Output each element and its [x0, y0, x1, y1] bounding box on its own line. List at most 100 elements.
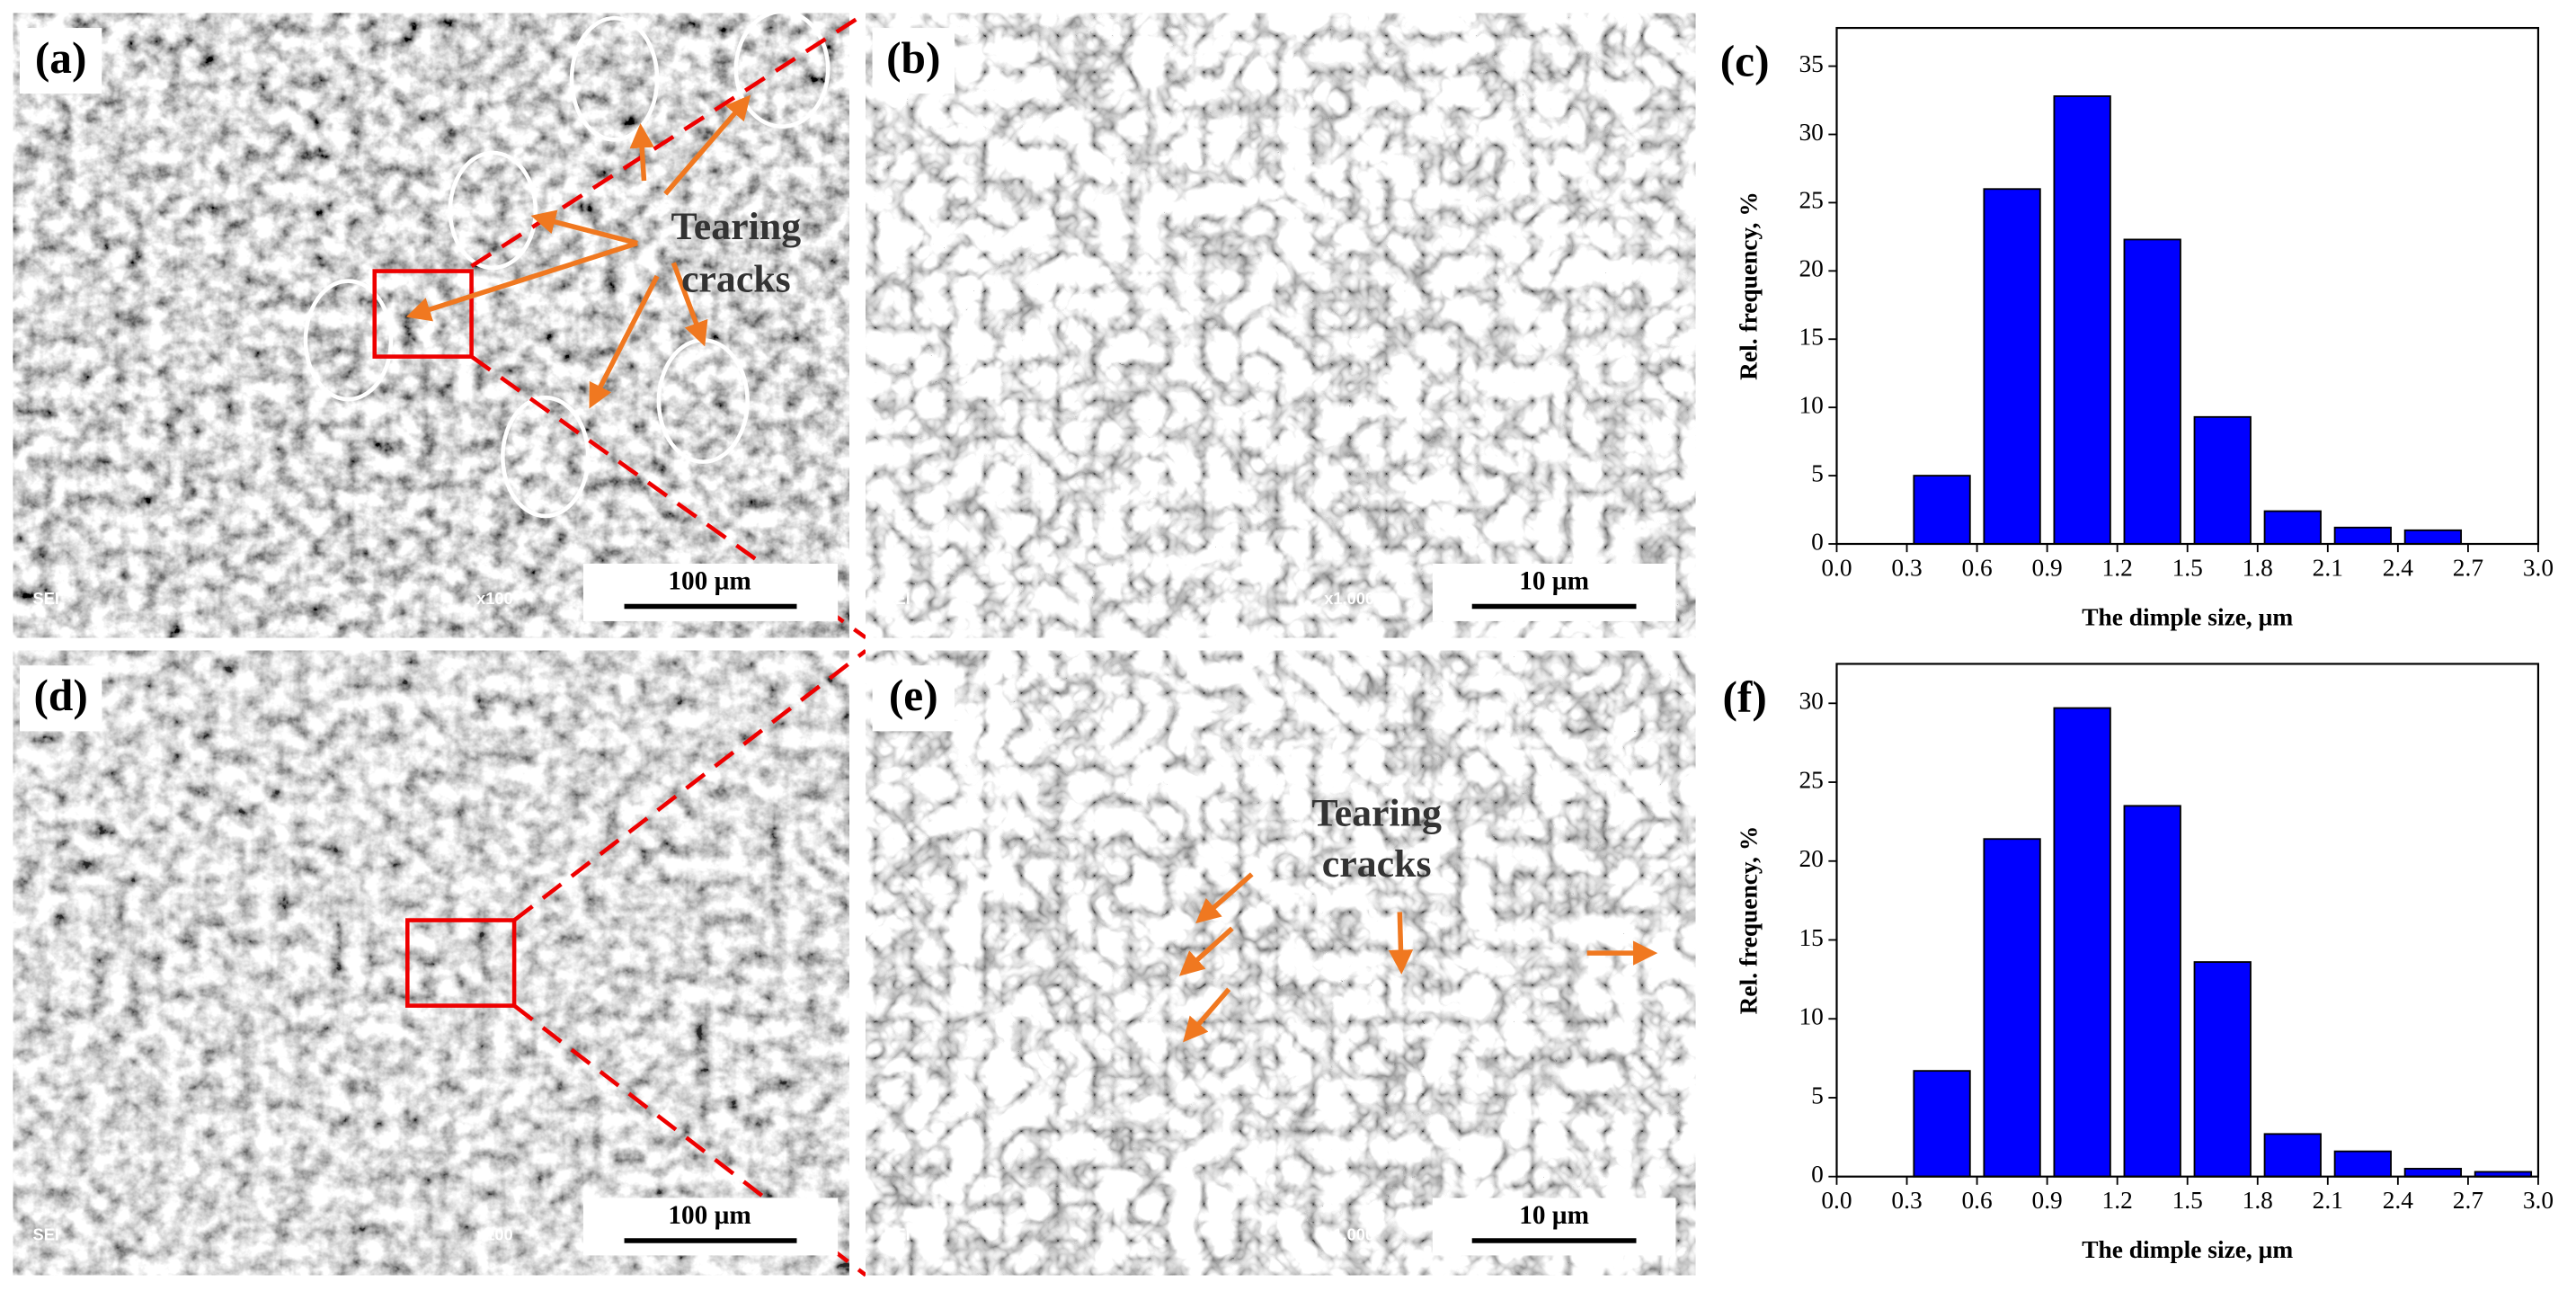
annotation: Tearing — [1311, 791, 1442, 834]
x-tick-label: 0.9 — [2031, 555, 2062, 582]
y-tick-label: 20 — [1799, 255, 1823, 282]
scale-bar-label: 10 µm — [1519, 1201, 1589, 1230]
bar — [2263, 510, 2322, 545]
label-box — [1708, 31, 1781, 97]
magnification: x1,000 — [1324, 589, 1374, 608]
x-tick-label: 2.4 — [2383, 555, 2414, 582]
detector: SEI — [884, 589, 910, 608]
annotation: cracks — [681, 257, 791, 300]
sem-image — [866, 13, 1696, 638]
label-box — [19, 28, 102, 94]
x-tick-label: 2.1 — [2313, 1187, 2343, 1214]
x-axis-title: The dimple size, µm — [2082, 603, 2293, 630]
y-tick-label: 10 — [1799, 391, 1823, 418]
x-axis-title: The dimple size, µm — [2082, 1236, 2293, 1263]
annotation: Tearing — [671, 205, 802, 248]
sem-image — [13, 13, 849, 638]
bar — [2053, 707, 2111, 1178]
y-tick-label: 5 — [1811, 459, 1824, 486]
x-tick-label: 0.3 — [1891, 555, 1922, 582]
bar — [2123, 805, 2181, 1178]
zoom-box — [405, 918, 517, 1008]
y-tick-label: 15 — [1799, 324, 1823, 351]
x-tick-label: 3.0 — [2523, 555, 2554, 582]
x-tick-label: 2.1 — [2313, 555, 2343, 582]
panel-label: (a) — [35, 33, 87, 83]
x-tick-label: 0.9 — [2031, 1187, 2062, 1214]
bar — [2123, 238, 2181, 545]
panel-label: (f) — [1722, 672, 1766, 722]
y-tick-label: 10 — [1799, 1003, 1823, 1030]
label-box — [872, 665, 955, 732]
arrows — [405, 94, 751, 409]
y-axis-title: Rel. frequency, % — [1736, 826, 1763, 1015]
x-tick-label: 1.8 — [2243, 1187, 2273, 1214]
x-tick-label: 1.8 — [2243, 555, 2273, 582]
y-tick-label: 5 — [1811, 1082, 1824, 1109]
scale-bar-label: 10 µm — [1519, 567, 1589, 596]
x-tick-label: 0.6 — [1961, 555, 1992, 582]
y-tick-label: 30 — [1799, 688, 1823, 715]
bar — [2053, 95, 2111, 545]
panel-label: (b) — [886, 33, 940, 83]
panel-label: (d) — [33, 671, 87, 720]
scale-bar-label: 100 µm — [668, 1201, 751, 1230]
y-tick-label: 30 — [1799, 119, 1823, 146]
y-tick-label: 35 — [1799, 50, 1823, 77]
label-box — [872, 28, 955, 94]
x-tick-label: 1.2 — [2102, 555, 2133, 582]
bar — [1913, 475, 1971, 545]
bar — [2193, 961, 2252, 1178]
label-box — [19, 665, 102, 732]
figure-body: Tearing cracks (a) SEI x100 100 µm (b) S… — [13, 9, 2554, 1278]
detector: SEI — [884, 1224, 910, 1243]
bar — [2403, 529, 2463, 545]
scale-box — [1432, 563, 1676, 621]
panel-label: (c) — [1720, 36, 1770, 85]
scale-box — [582, 1198, 839, 1256]
x-tick-label: 0.0 — [1821, 1187, 1852, 1214]
x-tick-label: 0.3 — [1891, 1187, 1922, 1214]
bar — [2193, 415, 2252, 545]
x-tick-label: 1.5 — [2172, 555, 2203, 582]
detector: SEI — [33, 589, 59, 608]
axes-frame — [1835, 26, 2540, 546]
y-tick-label: 0 — [1811, 1161, 1824, 1188]
bar — [1913, 1070, 1971, 1178]
x-tick-label: 2.7 — [2453, 1187, 2483, 1214]
scale-bar-label: 100 µm — [668, 567, 751, 596]
y-axis-title: Rel. frequency, % — [1736, 191, 1763, 380]
magnification: x100 — [476, 589, 513, 608]
bar — [2333, 526, 2392, 545]
x-tick-label: 1.5 — [2172, 1187, 2203, 1214]
magnification: x100 — [476, 1224, 513, 1243]
x-tick-label: 0.0 — [1821, 555, 1852, 582]
bar — [2403, 1168, 2463, 1178]
charts: 0.0 0.3 0.6 0.9 1.2 1.5 1.8 2.1 2.4 2.7 3.0 0 5 10 15 2… — [1708, 26, 2554, 1263]
annotation: cracks — [1322, 842, 1432, 886]
bar — [1983, 188, 2041, 545]
bar — [2333, 1150, 2392, 1178]
y-tick-label: 15 — [1799, 924, 1823, 951]
panel-label: (e) — [889, 671, 938, 720]
y-tick-label: 25 — [1799, 766, 1823, 793]
x-tick-label: 3.0 — [2523, 1187, 2554, 1214]
x-tick-label: 0.6 — [1961, 1187, 1992, 1214]
scale-box — [582, 563, 839, 621]
x-tick-label: 2.7 — [2453, 555, 2483, 582]
y-tick-label: 25 — [1799, 187, 1823, 214]
detector: SEI — [33, 1224, 59, 1243]
zoom-box — [372, 269, 474, 359]
arrows — [1178, 872, 1658, 1043]
sem-image — [866, 650, 1696, 1276]
y-tick-label: 20 — [1799, 845, 1823, 872]
magnification: x1,000 — [1324, 1224, 1374, 1243]
x-tick-label: 1.2 — [2102, 1187, 2133, 1214]
x-tick-label: 2.4 — [2383, 1187, 2414, 1214]
bar — [1983, 838, 2041, 1178]
y-tick-label: 0 — [1811, 528, 1824, 555]
bar — [2263, 1133, 2322, 1178]
scale-box — [1432, 1198, 1676, 1256]
sem-image — [13, 650, 849, 1276]
